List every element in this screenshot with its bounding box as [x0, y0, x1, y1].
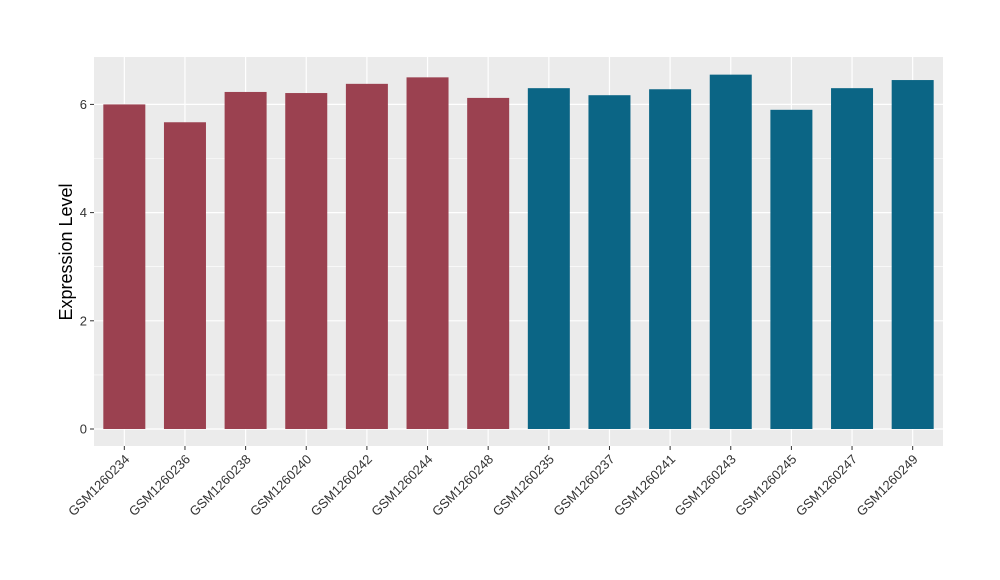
x-tick-label: GSM1260236 [126, 452, 193, 519]
y-axis: 0 2 4 6 [80, 97, 94, 437]
bar-GSM1260242 [345, 83, 388, 429]
y-tick-label: 0 [80, 422, 87, 437]
bar-GSM1260249 [891, 80, 934, 430]
x-tick-label: GSM1260235 [490, 452, 557, 519]
bars [103, 74, 934, 430]
y-axis-title: Expression Level [56, 183, 76, 320]
x-tick-label: GSM1260234 [65, 452, 132, 519]
bar-GSM1260243 [709, 74, 752, 430]
bar-GSM1260237 [588, 95, 631, 429]
x-tick-label: GSM1260249 [853, 452, 920, 519]
bar-GSM1260241 [649, 89, 692, 429]
x-tick-label: GSM1260238 [186, 452, 253, 519]
x-tick-label: GSM1260241 [611, 452, 678, 519]
bar-GSM1260240 [285, 93, 328, 429]
y-tick-label: 2 [80, 313, 87, 328]
y-tick-label: 6 [80, 97, 87, 112]
x-tick-label: GSM1260237 [550, 452, 617, 519]
bar-GSM1260236 [163, 122, 206, 430]
x-tick-label: GSM1260247 [793, 452, 860, 519]
y-tick-label: 4 [80, 205, 87, 220]
x-tick-label: GSM1260248 [429, 452, 496, 519]
x-tick-label: GSM1260242 [308, 452, 375, 519]
bar-GSM1260248 [467, 97, 510, 430]
x-tick-label: GSM1260243 [672, 452, 739, 519]
x-tick-label: GSM1260244 [368, 452, 435, 519]
bar-GSM1260235 [527, 88, 570, 430]
bar-GSM1260234 [103, 104, 146, 430]
bar-GSM1260244 [406, 77, 449, 429]
plot-panel [94, 57, 943, 446]
bar-GSM1260247 [831, 88, 874, 430]
x-tick-label: GSM1260240 [247, 452, 314, 519]
x-axis: GSM1260234GSM1260236GSM1260238GSM1260240… [65, 446, 921, 519]
bar-GSM1260238 [224, 91, 267, 429]
bar-GSM1260245 [770, 109, 813, 429]
x-tick-label: GSM1260245 [732, 452, 799, 519]
